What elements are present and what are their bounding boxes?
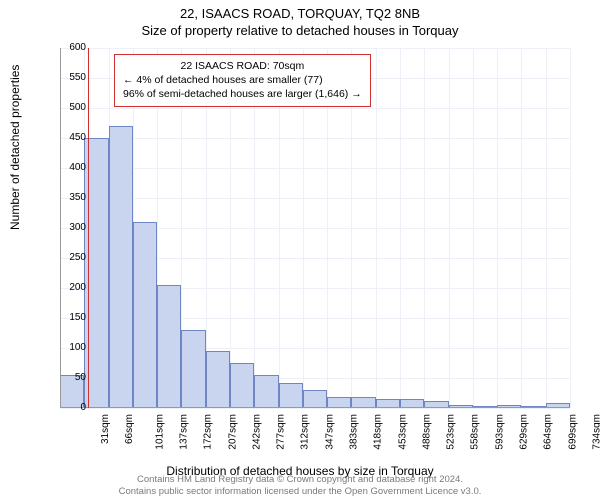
- histogram-bar: [206, 351, 230, 408]
- gridline-h: [60, 408, 570, 409]
- histogram-bar: [279, 383, 303, 408]
- gridline-h: [60, 48, 570, 49]
- x-tick-label: 558sqm: [470, 414, 481, 450]
- y-tick-label: 550: [46, 72, 86, 83]
- y-tick-label: 50: [46, 372, 86, 383]
- gridline-v: [497, 48, 498, 408]
- histogram-bar: [303, 390, 327, 408]
- gridline-v: [424, 48, 425, 408]
- chart-area: 22 ISAACS ROAD: 70sqm ← 4% of detached h…: [60, 48, 570, 408]
- x-tick-label: 734sqm: [591, 414, 600, 450]
- x-tick-label: 207sqm: [227, 414, 238, 450]
- y-tick-label: 200: [46, 282, 86, 293]
- x-tick-label: 629sqm: [519, 414, 530, 450]
- y-tick-label: 300: [46, 222, 86, 233]
- y-tick-label: 500: [46, 102, 86, 113]
- footer-attribution: Contains HM Land Registry data © Crown c…: [0, 474, 600, 498]
- annotation-line-2: ← 4% of detached houses are smaller (77): [123, 73, 362, 87]
- footer-line-1: Contains HM Land Registry data © Crown c…: [0, 474, 600, 486]
- gridline-h: [60, 138, 570, 139]
- histogram-bar: [133, 222, 157, 408]
- x-tick-label: 172sqm: [203, 414, 214, 450]
- histogram-bar: [254, 375, 278, 408]
- y-tick-label: 250: [46, 252, 86, 263]
- gridline-v: [473, 48, 474, 408]
- y-tick-label: 450: [46, 132, 86, 143]
- x-tick-label: 593sqm: [494, 414, 505, 450]
- y-axis-label: Number of detached properties: [8, 65, 22, 230]
- x-tick-label: 101sqm: [154, 414, 165, 450]
- y-tick-label: 100: [46, 342, 86, 353]
- y-tick-label: 150: [46, 312, 86, 323]
- y-tick-label: 0: [46, 402, 86, 413]
- x-tick-label: 453sqm: [397, 414, 408, 450]
- x-tick-label: 242sqm: [251, 414, 262, 450]
- y-tick-label: 400: [46, 162, 86, 173]
- y-tick-label: 600: [46, 42, 86, 53]
- annotation-box: 22 ISAACS ROAD: 70sqm ← 4% of detached h…: [114, 54, 371, 107]
- gridline-v: [449, 48, 450, 408]
- gridline-h: [60, 108, 570, 109]
- histogram-bar: [157, 285, 181, 408]
- histogram-bar: [230, 363, 254, 408]
- x-tick-label: 66sqm: [124, 414, 135, 444]
- x-tick-label: 137sqm: [179, 414, 190, 450]
- x-tick-label: 31sqm: [100, 414, 111, 444]
- gridline-h: [60, 198, 570, 199]
- page-title-line2: Size of property relative to detached ho…: [0, 21, 600, 38]
- x-tick-label: 312sqm: [300, 414, 311, 450]
- gridline-v: [376, 48, 377, 408]
- x-axis-line: [60, 407, 570, 408]
- marker-line: [88, 48, 89, 408]
- x-tick-label: 523sqm: [446, 414, 457, 450]
- x-tick-label: 488sqm: [421, 414, 432, 450]
- gridline-v: [521, 48, 522, 408]
- histogram-bar: [109, 126, 133, 408]
- footer-line-2: Contains public sector information licen…: [0, 486, 600, 498]
- annotation-line-1: 22 ISAACS ROAD: 70sqm: [123, 59, 362, 73]
- gridline-h: [60, 168, 570, 169]
- x-tick-label: 277sqm: [276, 414, 287, 450]
- x-tick-label: 383sqm: [349, 414, 360, 450]
- x-tick-label: 699sqm: [567, 414, 578, 450]
- x-tick-label: 347sqm: [324, 414, 335, 450]
- histogram-bar: [181, 330, 205, 408]
- annotation-line-3: 96% of semi-detached houses are larger (…: [123, 87, 362, 101]
- gridline-v: [400, 48, 401, 408]
- page-title-line1: 22, ISAACS ROAD, TORQUAY, TQ2 8NB: [0, 0, 600, 21]
- gridline-v: [570, 48, 571, 408]
- gridline-v: [546, 48, 547, 408]
- x-tick-label: 418sqm: [373, 414, 384, 450]
- x-tick-label: 664sqm: [543, 414, 554, 450]
- y-tick-label: 350: [46, 192, 86, 203]
